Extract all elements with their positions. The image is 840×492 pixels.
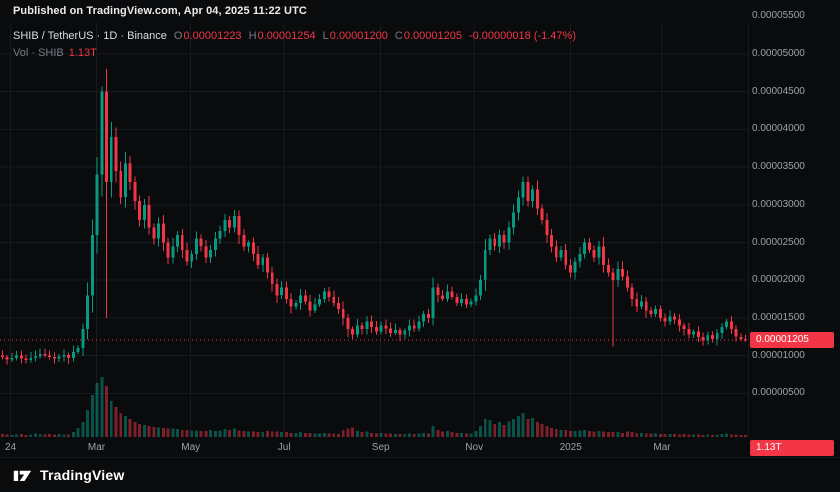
tradingview-logo-icon[interactable] (13, 466, 32, 485)
ohlc-value: 0.00001223 (183, 29, 242, 42)
price-tick: 0.00004000 (752, 123, 805, 135)
price-chart-svg[interactable] (0, 22, 748, 437)
time-tick: Jul (277, 442, 291, 453)
footer: TradingView (0, 457, 840, 492)
ohlc-letter: L (322, 29, 329, 42)
time-tick: Nov (465, 442, 484, 453)
ohlc-letter: H (248, 29, 257, 42)
price-tick: 0.00005500 (752, 10, 805, 22)
ohlc-value: 0.00001205 (403, 29, 462, 42)
volume-tag: 1.13T (750, 440, 834, 456)
volume-value: 1.13T (68, 46, 97, 59)
ohlc-letter: C (394, 29, 403, 42)
ohlc-value: 0.00001254 (257, 29, 316, 42)
time-tick: Mar (653, 442, 671, 453)
price-tick: 0.00001500 (752, 311, 805, 323)
time-tick: 24 (4, 442, 17, 453)
symbol-title: SHIB / TetherUS · 1D · Binance (13, 29, 167, 42)
price-axis[interactable]: 0.00005500 0.00005000 0.00004500 0.00004000… (752, 0, 840, 460)
price-tick: 0.00005000 (752, 48, 805, 59)
legend-symbol-row: SHIB / TetherUS · 1D · Binance O0.000012… (13, 27, 576, 44)
price-change: -0.00000018 (-1.47%) (468, 29, 576, 42)
price-tick: 0.00002500 (752, 236, 805, 248)
tradingview-brand[interactable]: TradingView (40, 467, 125, 483)
time-tick: 2025 (559, 442, 582, 453)
time-tick: Sep (371, 442, 390, 453)
last-price-tag: 0.00001205 (750, 332, 834, 349)
chart-legend: SHIB / TetherUS · 1D · Binance O0.000012… (13, 27, 576, 61)
time-tick: May (181, 442, 201, 453)
time-axis[interactable]: 24 Mar May Jul Sep Nov 2025 Mar (0, 442, 748, 456)
ohlc-value: 0.00001200 (329, 29, 388, 42)
volume-label: Vol · SHIB (13, 46, 64, 59)
price-tick: 0.00001000 (752, 349, 805, 361)
price-tick: 0.00003500 (752, 161, 805, 173)
price-tick: 0.00000500 (752, 387, 805, 399)
published-bar: Published on TradingView.com, Apr 04, 20… (13, 5, 307, 17)
ohlc-letter: O (173, 29, 183, 42)
legend-volume-row: Vol · SHIB 1.13T (13, 44, 576, 61)
price-tick: 0.00002000 (752, 274, 805, 286)
time-tick: Mar (87, 442, 106, 453)
price-tick: 0.00003000 (752, 198, 805, 210)
chart-plot[interactable] (0, 22, 749, 437)
price-tick: 0.00004500 (752, 85, 805, 97)
ohlc-values: O0.00001223 H0.00001254 L0.00001200 C0.0000… (167, 30, 462, 42)
